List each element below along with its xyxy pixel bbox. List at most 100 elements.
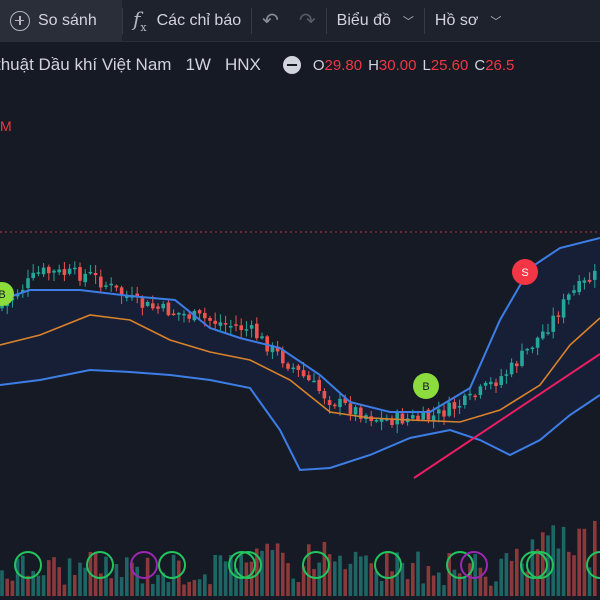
volume-bar (359, 556, 363, 596)
volume-bar (535, 549, 540, 596)
undo-icon[interactable]: ↶ (262, 10, 279, 32)
indicators-label: Các chỉ báo (156, 11, 242, 29)
candle-body (213, 320, 217, 324)
candle-body (530, 347, 535, 350)
volume-bar (582, 528, 587, 596)
volume-bar (504, 553, 509, 596)
volume-bar (0, 570, 4, 596)
indicators-button[interactable]: fx Các chỉ báo (123, 0, 251, 42)
redo-icon[interactable]: ↷ (298, 10, 316, 32)
side-indicator-label: M (0, 118, 12, 134)
profile-label: Hồ sơ (434, 11, 479, 29)
volume-bar (281, 552, 285, 596)
volume-bar (99, 573, 103, 596)
candle-body (208, 317, 212, 321)
volume-bar (301, 566, 306, 596)
candle-body (489, 381, 493, 385)
volume-bar (322, 541, 327, 596)
volume-bar (353, 551, 358, 596)
candle-body (400, 413, 405, 424)
candle-body (296, 365, 301, 370)
profile-button[interactable]: Hồ sơ ﹀ (425, 0, 511, 42)
volume-bar (244, 562, 249, 596)
volume-bar (327, 554, 332, 596)
volume-bar (265, 543, 269, 596)
candle-body (275, 346, 280, 352)
event-markers (14, 551, 600, 579)
candle-body (561, 299, 566, 318)
volume-bar (249, 561, 254, 596)
candle-body (239, 325, 243, 331)
volume-bar (296, 582, 301, 596)
price-chart[interactable]: B B S (0, 42, 600, 600)
candle-body (171, 313, 176, 316)
volume-bar (561, 526, 566, 596)
volume-bar (151, 583, 155, 596)
sell-marker[interactable]: S (512, 259, 538, 285)
candle-body (483, 382, 488, 386)
plus-circle-icon (10, 10, 30, 31)
candle-body (88, 271, 93, 274)
event-marker (302, 551, 330, 579)
volume-bar (47, 560, 51, 596)
trend-line[interactable] (413, 353, 600, 479)
candle-body (546, 332, 550, 334)
volume-bar (291, 578, 295, 596)
chart-type-button[interactable]: Biểu đồ ﹀ (327, 0, 424, 42)
candle-body (260, 336, 264, 339)
candle-body (307, 375, 311, 381)
collapse-icon[interactable] (282, 56, 301, 74)
volume-bar (525, 571, 529, 596)
candle-body (343, 398, 347, 403)
volume-bar (333, 561, 337, 596)
volume-bar (135, 566, 139, 596)
volume-bar (182, 584, 186, 596)
volume-bar (218, 555, 223, 596)
candle-body (421, 411, 425, 420)
candle-body (244, 329, 249, 331)
candle-body (41, 267, 46, 275)
candle-body (26, 278, 30, 289)
candle-body (447, 402, 451, 416)
volume-bar (130, 562, 134, 596)
candle-body (197, 310, 202, 314)
buy-marker[interactable]: B (413, 373, 439, 399)
symbol-title: thuật Dầu khí Việt Nam (0, 55, 172, 74)
candle-body (567, 294, 571, 300)
candle-body (177, 313, 181, 315)
event-marker (586, 551, 600, 579)
candle-body (452, 402, 457, 409)
volume-bar (156, 574, 160, 596)
bollinger-lower-line (0, 368, 600, 472)
candle-body (322, 391, 327, 399)
volume-bar (229, 554, 233, 596)
volume-bar (317, 562, 321, 596)
candle-body (353, 407, 358, 415)
volume-bar (447, 553, 451, 596)
volume-bar (426, 566, 431, 596)
candle-body (119, 287, 124, 296)
candle-body (218, 322, 223, 326)
exchange-label: HNX (224, 55, 261, 74)
toolbar-divider (325, 7, 327, 34)
candle-body (281, 350, 285, 364)
candle-body (416, 415, 420, 420)
moving-average-line (0, 314, 600, 423)
volume-bar (385, 551, 389, 596)
event-marker (158, 551, 186, 579)
volume-bar (405, 579, 410, 596)
top-toolbar: So sánh fx Các chỉ báo ↶ ↷ Biểu đồ ﹀ Hồ … (0, 0, 600, 42)
buy-marker[interactable]: B (0, 282, 14, 306)
volume-bar (125, 557, 129, 596)
volume-bar (213, 555, 217, 596)
volume-bar (379, 581, 384, 596)
event-marker (520, 551, 548, 579)
fx-icon: fx (133, 7, 147, 34)
volume-bar (161, 572, 165, 596)
volume-bar (15, 558, 20, 596)
volume-bar (26, 575, 30, 596)
candle-body (499, 376, 503, 385)
compare-button[interactable]: So sánh (0, 0, 122, 42)
volume-bar (577, 528, 581, 596)
interval-label[interactable]: 1W (185, 55, 211, 74)
